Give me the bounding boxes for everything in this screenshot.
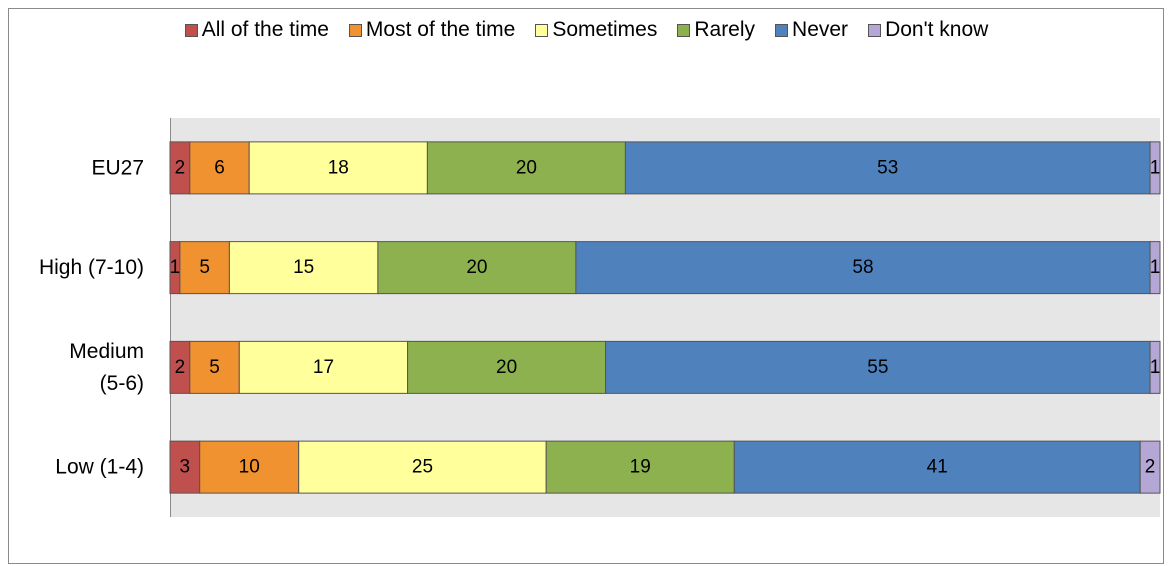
legend-item-sometimes: Sometimes (535, 18, 657, 42)
data-label-medium-5-6-all-of-the-time: 2 (175, 357, 186, 378)
bar-segment-low-1-4-don-t-know (1139, 440, 1161, 494)
bar-segment-eu27-don-t-know (1149, 141, 1161, 195)
chart-legend: All of the time Most of the time Sometimes… (0, 0, 1173, 60)
data-label-high-7-10-all-of-the-time: 1 (170, 257, 181, 278)
bar-segment-medium-5-6-never (605, 340, 1151, 394)
category-label-medium-5-6: Medium (5-6) (69, 340, 144, 395)
bar-segment-low-1-4-rarely (545, 440, 735, 494)
legend-label: Most of the time (365, 18, 516, 41)
legend-label: Never (792, 18, 849, 41)
data-label-low-1-4-don-t-know: 2 (1145, 457, 1156, 478)
bar-segment-medium-5-6-sometimes (238, 340, 409, 394)
legend-swatch-never (775, 23, 789, 37)
data-label-eu27-sometimes: 18 (328, 157, 349, 178)
legend-item-most-of-the-time: Most of the time (348, 18, 516, 42)
bar-segment-high-7-10-don-t-know (1149, 241, 1161, 295)
bar-segment-low-1-4-most-of-the-time (199, 440, 300, 494)
data-label-low-1-4-all-of-the-time: 3 (180, 457, 191, 478)
data-label-medium-5-6-rarely: 20 (496, 357, 517, 378)
bar-segment-medium-5-6-most-of-the-time (189, 340, 240, 394)
data-label-medium-5-6-sometimes: 17 (313, 357, 334, 378)
legend-item-don-t-know: Don't know (868, 18, 988, 42)
data-label-eu27-most-of-the-time: 6 (214, 157, 225, 178)
data-label-low-1-4-sometimes: 25 (412, 457, 433, 478)
legend-item-all-of-the-time: All of the time (184, 18, 329, 42)
category-label-low-1-4: Low (1-4) (55, 456, 144, 479)
data-label-low-1-4-most-of-the-time: 10 (239, 457, 260, 478)
bar-segment-high-7-10-sometimes (228, 241, 379, 295)
legend-label: Rarely (694, 18, 756, 41)
legend-swatch-most-of-the-time (348, 23, 362, 37)
data-label-high-7-10-never: 58 (852, 257, 873, 278)
bar-segment-high-7-10-never (575, 241, 1151, 295)
category-label-eu27: EU27 (91, 156, 144, 179)
bar-segment-medium-5-6-don-t-know (1149, 340, 1161, 394)
legend-item-rarely: Rarely (677, 18, 755, 42)
bar-segment-eu27-never (624, 141, 1151, 195)
data-label-high-7-10-don-t-know: 1 (1150, 257, 1161, 278)
bar-segment-eu27-rarely (426, 141, 626, 195)
bar-segment-eu27-most-of-the-time (189, 141, 250, 195)
bar-segment-high-7-10-most-of-the-time (179, 241, 230, 295)
data-label-low-1-4-rarely: 19 (630, 457, 651, 478)
data-label-high-7-10-most-of-the-time: 5 (199, 257, 210, 278)
data-label-high-7-10-sometimes: 15 (293, 257, 314, 278)
category-label-high-7-10: High (7-10) (39, 256, 144, 279)
legend-swatch-don-t-know (868, 23, 882, 37)
legend-swatch-all-of-the-time (184, 23, 198, 37)
legend-label: Don't know (885, 18, 989, 41)
data-label-medium-5-6-never: 55 (867, 357, 888, 378)
data-label-eu27-don-t-know: 1 (1150, 157, 1161, 178)
legend-label: All of the time (201, 18, 329, 41)
data-label-eu27-rarely: 20 (516, 157, 537, 178)
legend-swatch-rarely (677, 23, 691, 37)
bar-segment-low-1-4-never (733, 440, 1141, 494)
bar-segment-medium-5-6-rarely (407, 340, 607, 394)
data-label-eu27-never: 53 (877, 157, 898, 178)
bar-segment-low-1-4-sometimes (298, 440, 547, 494)
data-label-medium-5-6-don-t-know: 1 (1150, 357, 1161, 378)
legend-swatch-sometimes (535, 23, 549, 37)
legend-label: Sometimes (552, 18, 658, 41)
bar-segment-high-7-10-rarely (377, 241, 577, 295)
legend-item-never: Never (775, 18, 848, 42)
bar-segment-eu27-sometimes (248, 141, 428, 195)
data-label-low-1-4-never: 41 (927, 457, 948, 478)
data-label-eu27-all-of-the-time: 2 (175, 157, 186, 178)
data-label-high-7-10-rarely: 20 (466, 257, 487, 278)
data-label-medium-5-6-most-of-the-time: 5 (209, 357, 220, 378)
